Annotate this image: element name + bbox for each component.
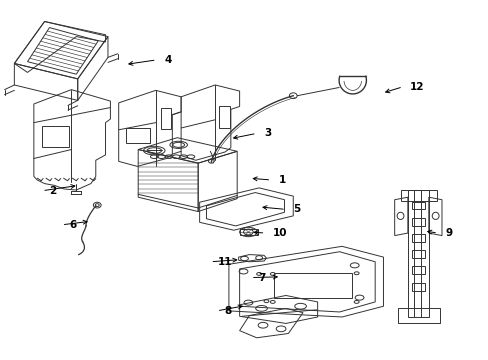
Bar [411,283,425,291]
Bar [239,229,258,235]
Bar [411,202,425,210]
Text: 12: 12 [409,82,424,92]
Bar [42,126,69,147]
Text: 9: 9 [445,228,451,238]
Text: 5: 5 [293,204,300,215]
Bar [411,218,425,226]
Text: 2: 2 [49,186,57,196]
Bar [411,266,425,274]
Text: 10: 10 [272,228,286,238]
Bar [411,234,425,242]
Text: 11: 11 [217,257,232,267]
Bar [219,107,229,128]
Text: 1: 1 [278,175,285,185]
Bar [411,250,425,258]
Text: 7: 7 [258,273,265,283]
Text: 6: 6 [69,220,76,230]
Text: 4: 4 [163,55,171,65]
Text: 3: 3 [264,129,271,138]
Bar [126,128,150,143]
Bar [273,273,351,298]
Text: 8: 8 [224,306,231,316]
Bar [160,108,171,129]
